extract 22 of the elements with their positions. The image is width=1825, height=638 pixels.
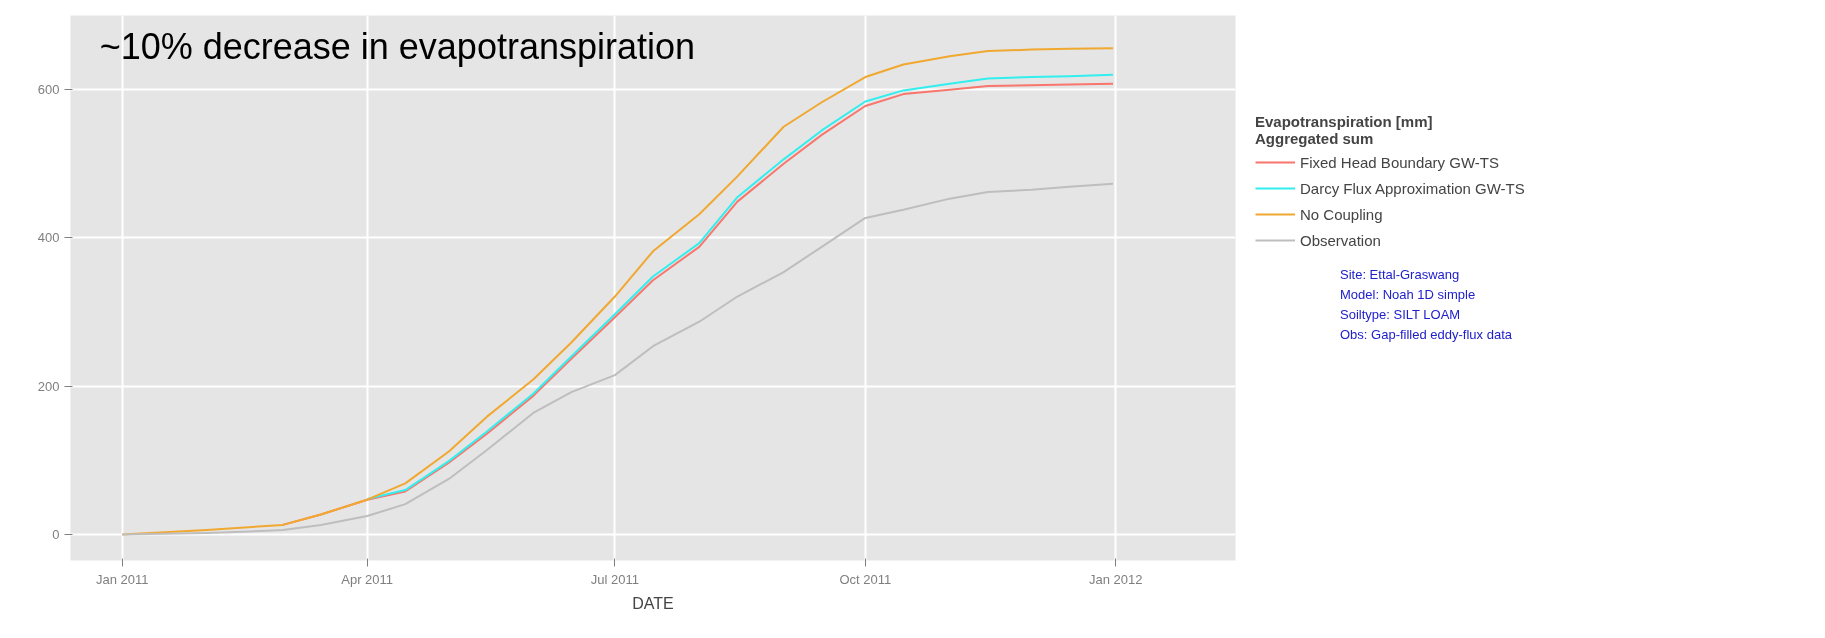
y-tick-label: 200 [37,378,60,394]
legend-label: Fixed Head Boundary GW-TS [1300,153,1499,171]
y-tick-label: 400 [37,230,60,246]
legend-label: Observation [1300,231,1381,249]
annotation: ~10% decrease in evapotranspiration [99,26,696,68]
text: Site: Ettal-Graswang [1340,267,1460,282]
x-axis-title: DATE [632,594,674,612]
x-tick-label: Jan 2012 [1088,571,1143,587]
legend-label: Darcy Flux Approximation GW-TS [1300,179,1525,197]
x-tick-label: Apr 2011 [341,571,394,587]
y-tick-label: 600 [37,82,60,98]
x-tick-label: Jan 2011 [95,571,149,587]
legend-label: No Coupling [1300,205,1383,223]
text: Obs: Gap-filled eddy-flux data [1340,327,1512,342]
line-series [121,182,1115,536]
line-series [366,73,1115,500]
x-tick-label: Jul 2011 [590,571,639,587]
text: Soiltype: SILT LOAM [1340,307,1461,322]
text: Model: Noah 1D simple [1340,287,1476,302]
y-tick-label: 0 [52,527,60,543]
x-tick-label: Oct 2011 [839,571,892,587]
legend-title: Evapotranspiration [mm] Aggregated sum [1255,113,1434,147]
